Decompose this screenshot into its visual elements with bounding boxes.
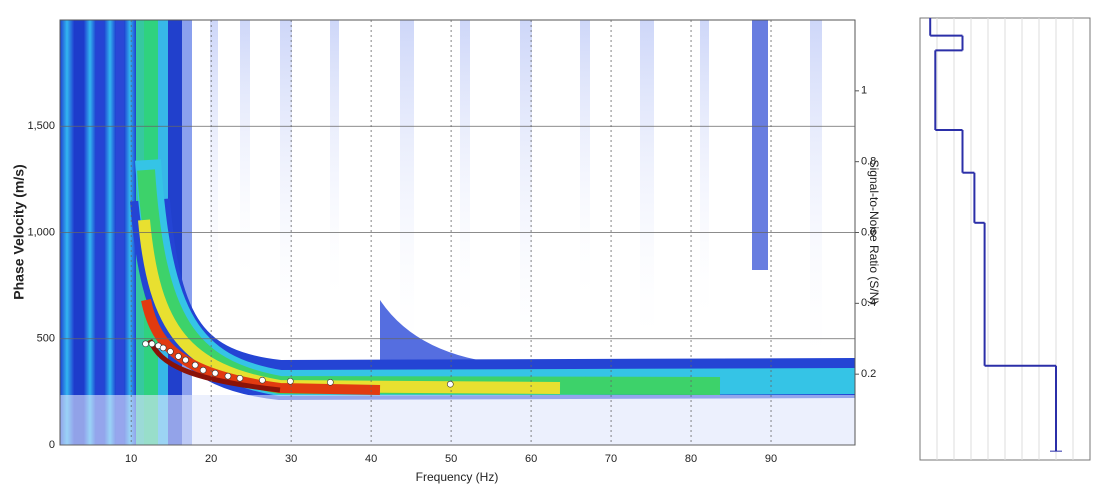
picked-point bbox=[175, 353, 182, 360]
x-tick-label: 80 bbox=[685, 453, 697, 465]
x-tick-label: 30 bbox=[285, 453, 297, 465]
picked-point bbox=[211, 369, 219, 377]
x-tick-label: 50 bbox=[445, 453, 457, 465]
picked-point bbox=[142, 340, 149, 348]
y-tick-label: 500 bbox=[37, 333, 55, 345]
picked-point bbox=[327, 379, 334, 386]
x-tick-label: 40 bbox=[365, 453, 377, 465]
picked-point bbox=[224, 372, 232, 380]
x-tick-label: 90 bbox=[765, 453, 777, 465]
y2-axis-label: Signal-to-Noise Ratio (S/N) bbox=[867, 160, 881, 305]
picked-point bbox=[159, 344, 167, 352]
picked-point bbox=[167, 348, 174, 355]
picked-point bbox=[287, 377, 294, 385]
y2-tick-label: 0.8 bbox=[861, 156, 876, 168]
picked-point bbox=[236, 374, 244, 382]
y2-tick-label: 0.2 bbox=[861, 368, 876, 380]
y2-tick-label: 0.4 bbox=[861, 297, 876, 309]
x-tick-label: 10 bbox=[125, 453, 137, 465]
picked-point bbox=[259, 376, 266, 384]
y-tick-label: 1,500 bbox=[27, 120, 55, 132]
picked-point bbox=[148, 340, 156, 348]
x-tick-label: 70 bbox=[605, 453, 617, 465]
x-tick-label: 60 bbox=[525, 453, 537, 465]
y2-tick-label: 1 bbox=[861, 85, 867, 97]
y-axis-label: Phase Velocity (m/s) bbox=[11, 164, 27, 299]
y2-tick-label: 0.6 bbox=[861, 226, 876, 238]
picked-point bbox=[182, 356, 189, 364]
picked-point bbox=[199, 366, 207, 374]
picked-point bbox=[191, 361, 199, 369]
x-tick-label: 20 bbox=[205, 453, 217, 465]
y-tick-label: 1,000 bbox=[27, 226, 55, 238]
x-axis-label: Frequency (Hz) bbox=[416, 470, 499, 484]
y-tick-label: 0 bbox=[49, 439, 55, 451]
picked-point bbox=[447, 380, 454, 388]
